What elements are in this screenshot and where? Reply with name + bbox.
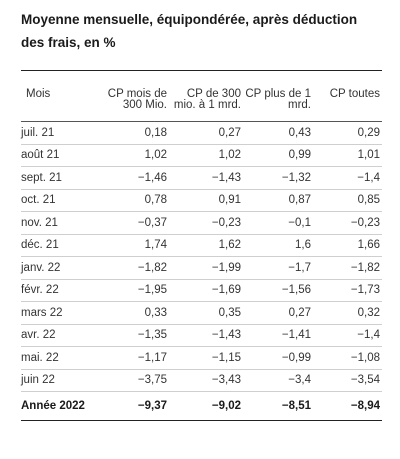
value-cell: 0,43 — [243, 121, 313, 145]
value-cell: −3,54 — [313, 369, 382, 392]
month-cell: janv. 22 — [21, 256, 93, 280]
table-header: Mois CP mois de 300 Mio. CP de 300 mio. … — [21, 70, 382, 122]
table-row: oct. 21 0,78 0,91 0,87 0,85 — [21, 189, 382, 212]
value-cell: −0,37 — [93, 211, 169, 235]
table-row: déc. 21 1,74 1,62 1,6 1,66 — [21, 234, 382, 257]
value-cell: 1,02 — [169, 144, 243, 167]
value-cell: 0,27 — [243, 301, 313, 325]
value-cell: −3,75 — [93, 369, 169, 392]
value-cell: −1,56 — [243, 279, 313, 302]
total-value-cell: −8,94 — [313, 391, 382, 421]
total-value-cell: −8,51 — [243, 391, 313, 421]
value-cell: −1,43 — [169, 324, 243, 347]
table-body: juil. 21 0,18 0,27 0,43 0,29 août 21 1,02 1,02 0… — [21, 121, 382, 421]
total-label-cell: Année 2022 — [21, 391, 93, 421]
month-cell: déc. 21 — [21, 234, 93, 257]
header-row: Mois CP mois de 300 Mio. CP de 300 mio. … — [21, 70, 382, 122]
month-cell: févr. 22 — [21, 279, 93, 302]
value-cell: −3,4 — [243, 369, 313, 392]
table-row: juin 22 −3,75 −3,43 −3,4 −3,54 — [21, 369, 382, 392]
value-cell: −1,69 — [169, 279, 243, 302]
returns-table: Mois CP mois de 300 Mio. CP de 300 mio. … — [21, 70, 382, 421]
value-cell: −1,4 — [313, 166, 382, 190]
table-row: juil. 21 0,18 0,27 0,43 0,29 — [21, 121, 382, 145]
value-cell: −0,23 — [313, 211, 382, 235]
value-cell: 1,6 — [243, 234, 313, 257]
value-cell: 0,85 — [313, 189, 382, 212]
value-cell: 1,02 — [93, 144, 169, 167]
table-row: nov. 21 −0,37 −0,23 −0,1 −0,23 — [21, 211, 382, 235]
value-cell: −1,08 — [313, 346, 382, 370]
month-cell: mars 22 — [21, 301, 93, 325]
value-cell: −1,17 — [93, 346, 169, 370]
value-cell: 1,66 — [313, 234, 382, 257]
value-cell: 0,99 — [243, 144, 313, 167]
column-header-mois: Mois — [26, 88, 51, 100]
total-row: Année 2022 −9,37 −9,02 −8,51 −8,94 — [21, 391, 382, 421]
month-cell: mai. 22 — [21, 346, 93, 370]
value-cell: 0,29 — [313, 121, 382, 145]
value-cell: 0,32 — [313, 301, 382, 325]
column-header-cp-large: CP plus de 1 mrd. — [245, 88, 311, 111]
total-value-cell: −9,02 — [169, 391, 243, 421]
value-cell: −3,43 — [169, 369, 243, 392]
value-cell: −1,41 — [243, 324, 313, 347]
value-cell: 0,35 — [169, 301, 243, 325]
value-cell: −1,82 — [93, 256, 169, 280]
table-row: févr. 22 −1,95 −1,69 −1,56 −1,73 — [21, 279, 382, 302]
table-row: sept. 21 −1,46 −1,43 −1,32 −1,4 — [21, 166, 382, 190]
month-cell: juin 22 — [21, 369, 93, 392]
value-cell: −0,99 — [243, 346, 313, 370]
value-cell: −1,95 — [93, 279, 169, 302]
table-row: avr. 22 −1,35 −1,43 −1,41 −1,4 — [21, 324, 382, 347]
value-cell: 0,87 — [243, 189, 313, 212]
value-cell: −1,73 — [313, 279, 382, 302]
value-cell: −1,32 — [243, 166, 313, 190]
value-cell: −1,15 — [169, 346, 243, 370]
month-cell: juil. 21 — [21, 121, 93, 145]
value-cell: −1,35 — [93, 324, 169, 347]
table-row: août 21 1,02 1,02 0,99 1,01 — [21, 144, 382, 167]
table-row: mars 22 0,33 0,35 0,27 0,32 — [21, 301, 382, 325]
column-header-cp-all: CP toutes — [329, 88, 380, 100]
value-cell: −0,23 — [169, 211, 243, 235]
value-cell: −1,99 — [169, 256, 243, 280]
table-row: mai. 22 −1,17 −1,15 −0,99 −1,08 — [21, 346, 382, 370]
value-cell: 0,27 — [169, 121, 243, 145]
month-cell: oct. 21 — [21, 189, 93, 212]
returns-table-container: Mois CP mois de 300 Mio. CP de 300 mio. … — [21, 70, 382, 421]
column-header-cp-small: CP mois de 300 Mio. — [107, 88, 167, 111]
value-cell: 1,62 — [169, 234, 243, 257]
value-cell: 1,74 — [93, 234, 169, 257]
month-cell: avr. 22 — [21, 324, 93, 347]
value-cell: 0,78 — [93, 189, 169, 212]
value-cell: 0,33 — [93, 301, 169, 325]
month-cell: nov. 21 — [21, 211, 93, 235]
table-title: Moyenne mensuelle, équipondérée, après d… — [21, 12, 358, 50]
value-cell: −1,46 — [93, 166, 169, 190]
column-header-cp-medium: CP de 300 mio. à 1 mrd. — [173, 88, 241, 111]
total-value-cell: −9,37 — [93, 391, 169, 421]
value-cell: 0,18 — [93, 121, 169, 145]
value-cell: −1,7 — [243, 256, 313, 280]
table-row: janv. 22 −1,82 −1,99 −1,7 −1,82 — [21, 256, 382, 280]
month-cell: sept. 21 — [21, 166, 93, 190]
value-cell: −1,43 — [169, 166, 243, 190]
value-cell: 1,01 — [313, 144, 382, 167]
value-cell: −1,82 — [313, 256, 382, 280]
value-cell: 0,91 — [169, 189, 243, 212]
value-cell: −1,4 — [313, 324, 382, 347]
month-cell: août 21 — [21, 144, 93, 167]
value-cell: −0,1 — [243, 211, 313, 235]
